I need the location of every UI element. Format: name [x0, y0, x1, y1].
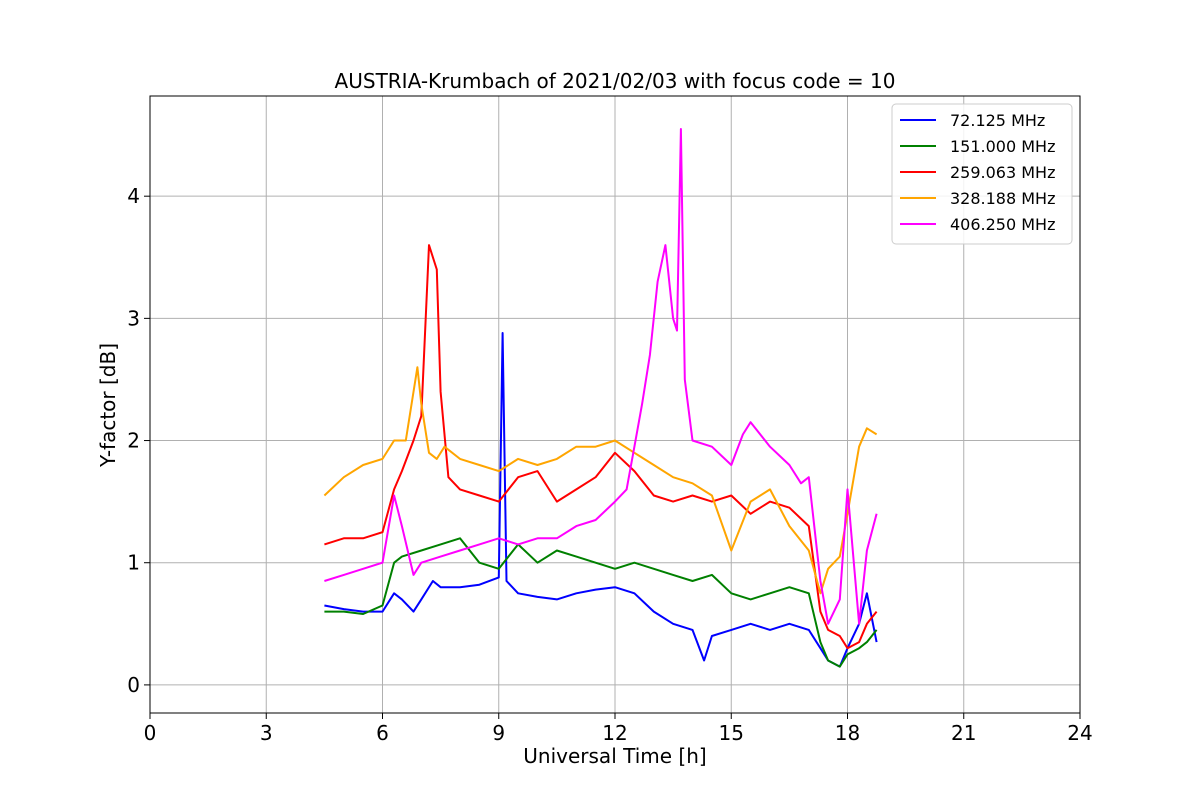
- x-axis-title: Universal Time [h]: [523, 744, 706, 768]
- legend-label: 72.125 MHz: [950, 111, 1045, 130]
- legend-box: [891, 103, 1073, 245]
- x-tick-label: 12: [602, 721, 627, 745]
- x-tick-label: 6: [376, 721, 389, 745]
- x-tick-label: 9: [492, 721, 505, 745]
- series-line-1: [324, 332, 878, 668]
- x-tick-label: 0: [144, 721, 157, 745]
- x-tick-label: 18: [835, 721, 860, 745]
- legend: 72.125 MHz 151.000 MHz 259.063 MHz 328.188 …: [891, 103, 1073, 245]
- x-tick-label: 21: [951, 721, 976, 745]
- series-line-5: [324, 128, 878, 625]
- x-tick-label: 24: [1067, 721, 1092, 745]
- series-line-3: [324, 244, 878, 650]
- chart-title: AUSTRIA-Krumbach of 2021/02/03 with focu…: [335, 69, 896, 93]
- y-tick-label: 0: [127, 673, 140, 697]
- x-tick-label: 15: [719, 721, 744, 745]
- legend-label: 328.188 MHz: [950, 189, 1055, 208]
- legend-label: 406.250 MHz: [950, 215, 1055, 234]
- y-tick-label: 3: [127, 306, 140, 330]
- series-line-2: [324, 537, 878, 668]
- series-layer: [323, 128, 878, 668]
- x-tick-label: 3: [260, 721, 273, 745]
- y-tick-label: 1: [127, 551, 140, 575]
- legend-label: 259.063 MHz: [950, 163, 1055, 182]
- series-line-4: [323, 366, 878, 595]
- legend-label: 151.000 MHz: [950, 137, 1055, 156]
- y-tick-label: 2: [127, 429, 140, 453]
- y-axis-title: Y-factor [dB]: [96, 343, 120, 468]
- y-tick-label: 4: [127, 184, 140, 208]
